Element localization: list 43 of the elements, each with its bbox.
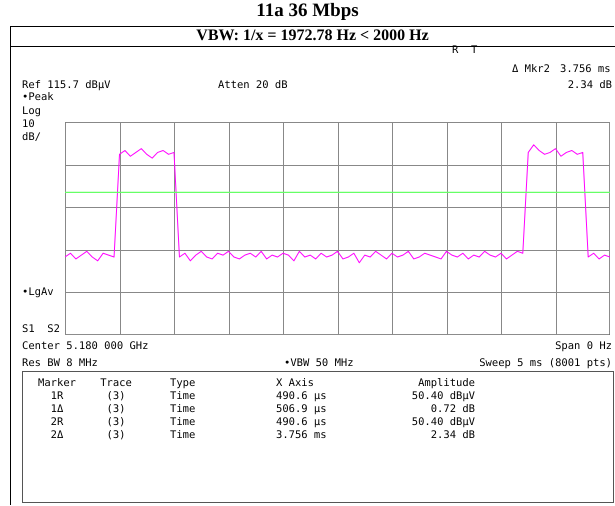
- text: (3): [106, 429, 126, 441]
- text: Δ Mkr2: [512, 63, 550, 75]
- chart-title: 11a 36 Mbps: [255, 0, 360, 22]
- text: Center 5.180 000 GHz: [22, 340, 148, 352]
- text: Span 0 Hz: [555, 340, 612, 352]
- text: Type: [170, 377, 196, 389]
- text: (3): [106, 403, 126, 415]
- text: •LgAv: [22, 286, 54, 298]
- text: Atten 20 dB: [218, 79, 288, 91]
- text: Marker: [38, 377, 76, 389]
- text: Time: [170, 390, 196, 402]
- text: •VBW 50 MHz: [284, 357, 354, 369]
- text: 2.34 dB: [568, 79, 612, 91]
- text: Time: [170, 403, 196, 415]
- text: Amplitude: [418, 377, 475, 389]
- text: 3.756 ms: [276, 429, 327, 441]
- text: dB/: [22, 131, 41, 143]
- text: Trace: [100, 377, 132, 389]
- text: Ref 115.7 dBµV: [22, 79, 111, 91]
- text: 50.40 dBµV: [412, 390, 475, 402]
- text: 490.6 µs: [276, 416, 327, 428]
- text: •Peak: [22, 91, 54, 103]
- text: S1 S2: [22, 323, 60, 335]
- text: 1R: [50, 390, 64, 402]
- text: 2R: [50, 416, 64, 428]
- text: 506.9 µs: [276, 403, 327, 415]
- text: 2.34 dB: [430, 429, 475, 441]
- text: Res BW 8 MHz: [22, 357, 98, 369]
- text: Log: [22, 105, 41, 117]
- text: 3.756 ms: [560, 63, 611, 75]
- text: 2Δ: [50, 429, 64, 441]
- text: 50.40 dBµV: [412, 416, 475, 428]
- text: (3): [106, 416, 126, 428]
- text: Time: [170, 429, 196, 441]
- text: Time: [170, 416, 196, 428]
- text: X Axis: [276, 377, 314, 389]
- text: Sweep 5 ms (8001 pts): [479, 357, 612, 369]
- chart-subtitle: VBW: 1/x = 1972.78 Hz < 2000 Hz: [196, 27, 429, 44]
- text: 1Δ: [50, 403, 64, 415]
- text: 490.6 µs: [276, 390, 327, 402]
- text: (3): [106, 390, 126, 402]
- text: 0.72 dB: [430, 403, 475, 415]
- text: 10: [22, 118, 35, 130]
